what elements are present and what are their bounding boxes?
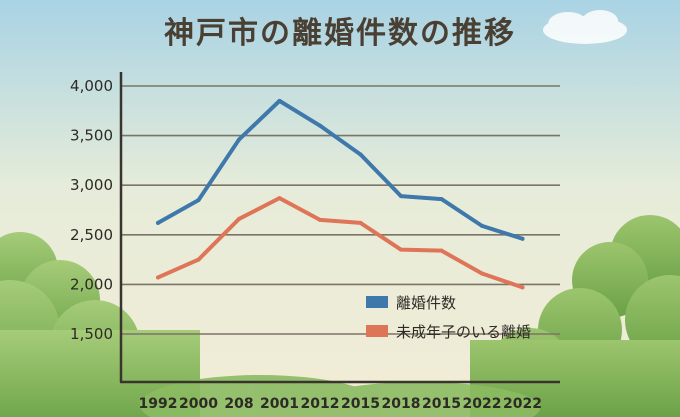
- legend-swatch: [366, 325, 388, 337]
- y-tick-label: 3,500: [70, 127, 113, 145]
- y-tick-label: 1,500: [70, 325, 113, 343]
- data-point: [156, 220, 160, 225]
- y-tick-label: 2,500: [70, 226, 113, 244]
- data-point: [399, 247, 403, 252]
- legend-label: 離婚件数: [396, 294, 456, 312]
- x-tick-label: 2022: [463, 396, 502, 412]
- series-line-1: [156, 196, 525, 290]
- data-point: [196, 198, 201, 203]
- data-point: [439, 197, 444, 202]
- data-point: [318, 217, 322, 222]
- x-tick-label: 1992: [139, 396, 178, 412]
- x-tick-label: 2018: [382, 396, 421, 412]
- data-point: [196, 257, 201, 262]
- y-tick-label: 4,000: [70, 77, 113, 95]
- data-point: [358, 220, 363, 225]
- data-point: [277, 98, 282, 103]
- chart-title: 神戸市の離婚件数の推移: [164, 16, 516, 51]
- data-point: [358, 152, 363, 157]
- data-point: [520, 236, 525, 241]
- x-tick-label: 2015: [341, 396, 380, 412]
- data-point: [237, 216, 241, 221]
- trees-right: [470, 215, 680, 417]
- x-tick-label: 2000: [179, 396, 218, 412]
- x-tick-label: 2015: [422, 396, 461, 412]
- legend-label: 未成年子のいる離婚: [396, 323, 531, 341]
- data-point: [480, 271, 484, 276]
- data-point: [399, 194, 403, 199]
- cloud: [543, 10, 627, 44]
- y-tick-label: 2,000: [70, 275, 113, 293]
- x-tick-label: 2022: [503, 396, 542, 412]
- data-point: [480, 223, 484, 228]
- x-tick-label: 2012: [301, 396, 340, 412]
- data-point: [439, 248, 444, 253]
- legend-swatch: [366, 296, 388, 308]
- data-point: [156, 275, 160, 280]
- data-point: [520, 285, 525, 290]
- data-point: [237, 137, 241, 142]
- ground-bushes: [140, 375, 540, 417]
- trees-left: [0, 232, 200, 417]
- x-tick-label: 208: [224, 396, 253, 412]
- x-tick-label: 2001: [260, 396, 299, 412]
- series-line-0: [156, 98, 525, 241]
- y-tick-label: 3,000: [70, 176, 113, 194]
- data-point: [318, 123, 322, 128]
- data-point: [277, 196, 282, 201]
